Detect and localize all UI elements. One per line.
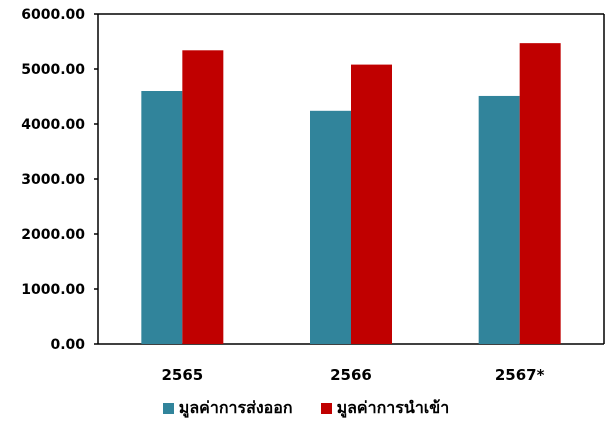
legend-label-export: มูลค่าการส่งออก (178, 398, 293, 417)
y-tick-label: 0.00 (50, 337, 85, 353)
bar (182, 50, 224, 345)
legend-item-export: มูลค่าการส่งออก (162, 396, 293, 421)
bar (351, 64, 392, 344)
x-category-label: 2565 (161, 366, 203, 384)
y-tick-label: 3000.00 (21, 172, 85, 188)
legend-item-import: มูลค่าการนำเข้า (320, 396, 450, 421)
x-category-label: 2566 (330, 366, 372, 384)
bars (141, 43, 561, 345)
x-axis-labels: 2565 2566 2567* (161, 366, 544, 384)
y-tick-label: 4000.00 (21, 117, 85, 133)
y-tick-label: 5000.00 (21, 62, 85, 78)
bar (310, 110, 351, 344)
legend-swatch-export (162, 403, 174, 414)
x-category-label: 2567* (495, 366, 545, 384)
y-tick-label: 1000.00 (21, 282, 85, 298)
legend-label-import: มูลค่าการนำเข้า (336, 398, 450, 417)
bar (519, 43, 561, 345)
bar (478, 95, 520, 344)
y-tick-label: 2000.00 (21, 227, 85, 243)
legend-swatch-import (320, 403, 332, 414)
bar (141, 91, 183, 344)
y-tick-label: 6000.00 (21, 7, 85, 23)
y-axis-ticks: 0.00 1000.00 2000.00 3000.00 4000.00 5000.00 6… (21, 7, 98, 353)
legend: มูลค่าการส่งออก มูลค่าการนำเข้า (0, 396, 612, 421)
